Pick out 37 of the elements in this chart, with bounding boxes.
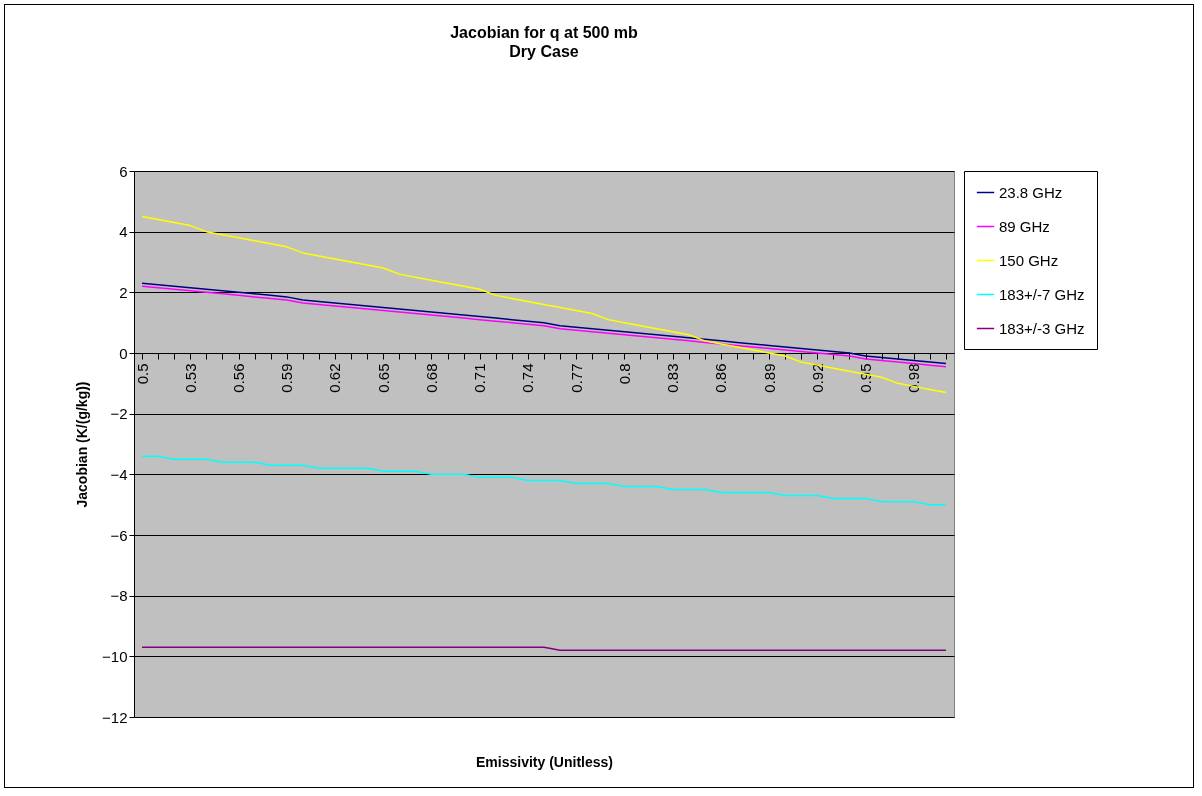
x-tick-label: 0.86: [712, 363, 730, 393]
y-tick-label: −10: [102, 647, 128, 665]
chart-title: Jacobian for q at 500 mb: [450, 24, 639, 41]
x-tick-label: 0.92: [808, 363, 826, 393]
legend-label: 150 GHz: [999, 251, 1059, 269]
x-tick-label: 0.77: [567, 363, 585, 393]
x-tick-label: 0.74: [519, 363, 537, 393]
x-tick-label: 0.95: [857, 363, 875, 393]
x-axis-title: Emissivity (Unitless): [476, 753, 613, 770]
x-tick-label: 0.5: [133, 363, 151, 385]
legend-label: 183+/-7 GHz: [999, 285, 1085, 303]
x-tick-label: 0.53: [181, 363, 199, 393]
y-tick-label: 6: [119, 162, 128, 180]
x-tick-label: 0.8: [615, 363, 633, 385]
x-tick-label: 0.59: [278, 363, 296, 393]
x-tick-label: 0.56: [230, 363, 248, 393]
chart-subtitle: Dry Case: [509, 43, 579, 60]
y-tick-label: −2: [110, 405, 128, 423]
y-tick-label: 4: [119, 223, 128, 241]
y-tick-label: −6: [110, 526, 128, 544]
line-series: [141, 455, 947, 506]
x-tick-label: 0.98: [905, 363, 923, 393]
legend-label: 89 GHz: [999, 217, 1050, 235]
y-tick-label: 2: [119, 283, 128, 301]
legend-label: 183+/-3 GHz: [999, 319, 1085, 337]
y-tick-label: −4: [110, 465, 128, 483]
y-tick-label: 0: [119, 344, 128, 362]
y-tick-label: −12: [102, 708, 128, 726]
x-tick-label: 0.71: [471, 363, 489, 393]
y-axis-title: Jacobian (K/(g/kg)): [74, 381, 91, 508]
y-tick-label: −8: [110, 587, 128, 605]
x-tick-label: 0.62: [326, 363, 344, 393]
x-tick-label: 0.89: [760, 363, 778, 393]
x-tick-label: 0.83: [664, 363, 682, 393]
x-tick-label: 0.68: [422, 363, 440, 393]
x-tick-label: 0.65: [374, 363, 392, 393]
legend-label: 23.8 GHz: [999, 183, 1063, 201]
